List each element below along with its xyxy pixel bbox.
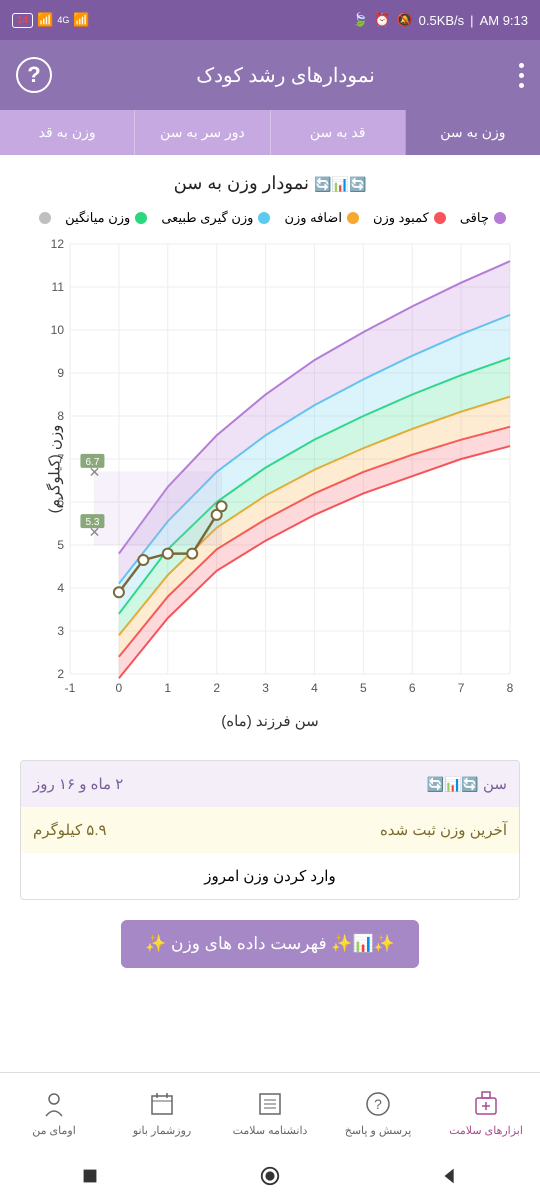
enter-weight-button[interactable]: وارد کردن وزن امروز bbox=[21, 853, 519, 899]
data-list-button[interactable]: ✨📊✨ فهرست داده های وزن ✨ bbox=[121, 920, 419, 968]
legend-item-0: چاقی bbox=[460, 210, 506, 226]
svg-text:12: 12 bbox=[51, 237, 65, 251]
y-axis-label: وزن (کیلوگرم) bbox=[45, 425, 63, 514]
status-time: 9:13 AM bbox=[480, 13, 528, 28]
svg-text:2: 2 bbox=[57, 667, 64, 681]
alarm-icon: ⏰ bbox=[374, 12, 390, 28]
mute-icon: 🔕 bbox=[396, 12, 412, 28]
android-nav bbox=[0, 1152, 540, 1200]
android-back[interactable] bbox=[439, 1165, 461, 1187]
signal-icon: 📶 bbox=[73, 12, 89, 28]
svg-text:4: 4 bbox=[57, 581, 64, 595]
tabs: وزن به سنقد به سندور سر به سنوزن به قد bbox=[0, 110, 540, 155]
android-recent[interactable] bbox=[79, 1165, 101, 1187]
menu-icon[interactable] bbox=[519, 63, 524, 88]
legend-item-4: وزن میانگین bbox=[65, 210, 147, 226]
svg-text:1: 1 bbox=[164, 681, 171, 695]
svg-text:5: 5 bbox=[360, 681, 367, 695]
battery-icon: 14 bbox=[12, 13, 33, 28]
svg-text:2: 2 bbox=[213, 681, 220, 695]
svg-text:4: 4 bbox=[311, 681, 318, 695]
nav-item-2[interactable]: دانشنامه سلامت bbox=[216, 1073, 324, 1152]
nav-item-0[interactable]: ابزارهای سلامت bbox=[432, 1073, 540, 1152]
leaf-icon: 🍃 bbox=[352, 12, 368, 28]
nav-item-3[interactable]: روزشمار بانو bbox=[108, 1073, 216, 1152]
x-axis-label: سن فرزند (ماه) bbox=[20, 704, 520, 730]
svg-text:10: 10 bbox=[51, 323, 65, 337]
help-icon[interactable]: ? bbox=[16, 57, 52, 93]
svg-text:8: 8 bbox=[57, 409, 64, 423]
growth-chart: 23456789101112-10123456786.7✕5.3✕ bbox=[20, 234, 520, 704]
svg-text:✕: ✕ bbox=[89, 464, 101, 480]
legend-item-1: کمبود وزن bbox=[373, 210, 446, 226]
legend-item-5 bbox=[34, 210, 51, 226]
svg-text:0: 0 bbox=[116, 681, 123, 695]
svg-text:6: 6 bbox=[409, 681, 416, 695]
tab-1[interactable]: قد به سن bbox=[270, 110, 405, 155]
svg-text:5: 5 bbox=[57, 538, 64, 552]
tab-3[interactable]: وزن به قد bbox=[0, 110, 134, 155]
tab-2[interactable]: دور سر به سن bbox=[134, 110, 269, 155]
status-speed: 0.5KB/s bbox=[419, 13, 465, 28]
svg-text:3: 3 bbox=[57, 624, 64, 638]
info-cards: سن 🔄📊🔄 ۲ ماه و ۱۶ روز آخرین وزن ثبت شده … bbox=[20, 760, 520, 900]
svg-text:3: 3 bbox=[262, 681, 269, 695]
age-row: سن 🔄📊🔄 ۲ ماه و ۱۶ روز bbox=[21, 761, 519, 807]
svg-text:✕: ✕ bbox=[89, 524, 101, 540]
status-bar: 9:13 AM | 0.5KB/s 🔕 ⏰ 🍃 📶 4G 📶 14 bbox=[0, 0, 540, 40]
svg-text:-1: -1 bbox=[65, 681, 76, 695]
nav-item-4[interactable]: اومای من bbox=[0, 1073, 108, 1152]
svg-text:7: 7 bbox=[458, 681, 465, 695]
android-home[interactable] bbox=[259, 1165, 281, 1187]
4g-icon: 4G bbox=[57, 15, 69, 25]
bottom-nav: ابزارهای سلامت?پرسش و پاسخدانشنامه سلامت… bbox=[0, 1072, 540, 1152]
legend-item-3: وزن گیری طبیعی bbox=[161, 210, 270, 226]
page-title: نمودارهای رشد کودک bbox=[196, 63, 375, 88]
svg-text:11: 11 bbox=[52, 280, 65, 294]
tab-0[interactable]: وزن به سن bbox=[405, 110, 540, 155]
weight-row: آخرین وزن ثبت شده ۵.۹ کیلوگرم bbox=[21, 807, 519, 853]
svg-text:9: 9 bbox=[57, 366, 64, 380]
app-header: نمودارهای رشد کودک ? bbox=[0, 40, 540, 110]
nav-item-1[interactable]: ?پرسش و پاسخ bbox=[324, 1073, 432, 1152]
chart-legend: چاقی کمبود وزن اضافه وزن وزن گیری طبیعی وزن … bbox=[20, 202, 520, 234]
legend-item-2: اضافه وزن bbox=[284, 210, 359, 226]
chart-title: 🔄📊🔄 نمودار وزن به سن bbox=[20, 165, 520, 202]
svg-text:8: 8 bbox=[507, 681, 514, 695]
svg-text:?: ? bbox=[374, 1096, 382, 1112]
signal-icon-2: 📶 bbox=[37, 12, 53, 28]
